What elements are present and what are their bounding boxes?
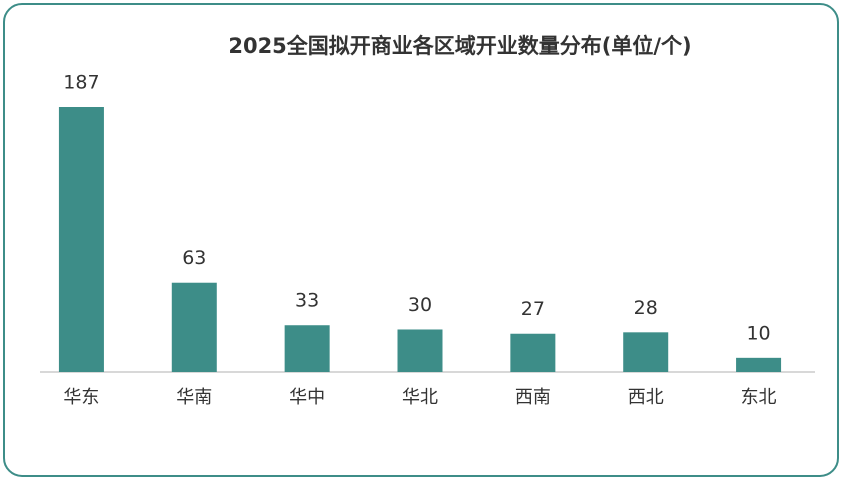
x-tick-label: 华中 <box>289 387 325 408</box>
bar <box>58 107 104 372</box>
value-label: 30 <box>408 294 432 316</box>
x-tick-label: 华南 <box>176 387 212 408</box>
bar <box>510 333 556 372</box>
bar <box>397 329 443 372</box>
x-tick-label: 东北 <box>741 387 777 408</box>
bar <box>171 282 217 372</box>
bar <box>736 357 782 372</box>
x-tick-label: 西南 <box>515 387 551 408</box>
x-tick-label: 西北 <box>628 387 664 408</box>
x-tick-label: 华东 <box>63 387 99 408</box>
value-label: 63 <box>182 247 206 269</box>
value-label: 27 <box>521 298 545 320</box>
x-tick-label: 华北 <box>402 387 438 408</box>
value-label: 187 <box>63 72 99 94</box>
bar <box>623 332 669 372</box>
bar <box>284 325 330 372</box>
value-label: 33 <box>295 290 319 312</box>
chart-title: 2025全国拟开商业各区域开业数量分布(单位/个) <box>228 34 691 58</box>
value-label: 10 <box>746 322 770 344</box>
value-label: 28 <box>634 297 658 319</box>
